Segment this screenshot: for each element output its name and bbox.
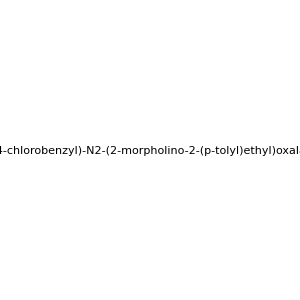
Text: N1-(4-chlorobenzyl)-N2-(2-morpholino-2-(p-tolyl)ethyl)oxalamide: N1-(4-chlorobenzyl)-N2-(2-morpholino-2-(… (0, 146, 300, 157)
